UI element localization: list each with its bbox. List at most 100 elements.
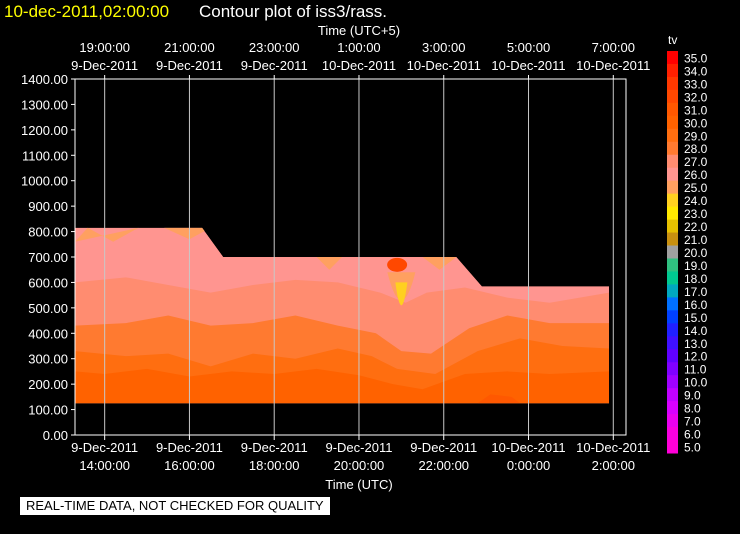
top-tick-label-date: 9-Dec-2011	[156, 58, 223, 73]
colorbar-swatch	[667, 336, 678, 350]
colorbar-tick-label: 28.0	[684, 142, 708, 156]
colorbar-tick-label: 5.0	[684, 441, 701, 455]
colorbar-swatch	[667, 63, 678, 78]
colorbar-swatch	[667, 232, 678, 247]
colorbar-swatch	[667, 76, 678, 91]
contour-cap	[422, 257, 457, 270]
y-tick-label: 1400.00	[21, 72, 68, 87]
colorbar-swatch	[667, 167, 678, 182]
colorbar-tick-label: 11.0	[684, 363, 707, 377]
colorbar-tick-label: 8.0	[684, 402, 701, 416]
quality-notice: REAL-TIME DATA, NOT CHECKED FOR QUALITY	[20, 497, 330, 515]
colorbar-swatch	[667, 141, 678, 156]
top-tick-label-time: 23:00:00	[249, 40, 300, 55]
top-tick-label-date: 9-Dec-2011	[71, 58, 138, 73]
colorbar-label: tv	[668, 33, 677, 47]
colorbar-swatch	[667, 193, 678, 208]
grid-lines	[104, 79, 614, 435]
x-tick-label-time: 16:00:00	[164, 458, 215, 473]
colorbar-swatch	[667, 440, 678, 454]
colorbar-tick-label: 23.0	[684, 207, 708, 221]
chart-date-label: 10-dec-2011,02:00:00	[4, 2, 170, 21]
colorbar-tick-label: 34.0	[684, 64, 708, 78]
colorbar-tick-label: 32.0	[684, 90, 708, 104]
top-tick-label-time: 19:00:00	[79, 40, 130, 55]
colorbar-tick-label: 24.0	[684, 194, 708, 208]
colorbar-swatch	[667, 388, 678, 402]
colorbar-swatch	[667, 206, 678, 221]
colorbar-swatch	[667, 297, 678, 311]
colorbar-swatch	[667, 180, 678, 195]
colorbar-tick-label: 6.0	[684, 428, 701, 442]
colorbar-tick-label: 25.0	[684, 181, 708, 195]
colorbar-swatch	[667, 102, 678, 117]
colorbar-swatch	[667, 310, 678, 324]
contour-patch	[477, 394, 521, 404]
top-tick-label-time: 1:00:00	[337, 40, 380, 55]
y-tick-label: 100.00	[28, 403, 68, 418]
hotspot-yellow	[395, 282, 408, 306]
contour-cap	[316, 257, 343, 270]
top-tick-label-time: 7:00:00	[592, 40, 635, 55]
contour-band	[75, 368, 610, 404]
y-tick-label: 1300.00	[21, 97, 68, 112]
colorbar-tick-label: 26.0	[684, 168, 708, 182]
colorbar-tick-label: 7.0	[684, 415, 701, 429]
colorbar-tick-label: 22.0	[684, 220, 708, 234]
x-tick-label-date: 9-Dec-2011	[410, 440, 477, 455]
x-tick-label-time: 0:00:00	[507, 458, 550, 473]
colorbar-swatch	[667, 128, 678, 143]
top-axis-label: Time (UTC+5)	[318, 23, 400, 38]
top-tick-label-time: 3:00:00	[422, 40, 465, 55]
colorbar: tv 35.034.033.032.031.030.029.028.027.026…	[667, 33, 708, 455]
colorbar-tick-label: 35.0	[684, 51, 708, 65]
colorbar-tick-label: 29.0	[684, 129, 708, 143]
y-tick-label: 300.00	[28, 352, 68, 367]
y-tick-label: 1100.00	[22, 148, 68, 163]
colorbar-swatch	[667, 219, 678, 234]
colorbar-tick-label: 19.0	[684, 259, 708, 273]
top-tick-label-date: 10-Dec-2011	[407, 58, 481, 73]
x-tick-label-date: 9-Dec-2011	[325, 440, 392, 455]
y-tick-label: 400.00	[28, 326, 68, 341]
y-tick-label: 900.00	[28, 199, 68, 214]
x-tick-label-time: 20:00:00	[334, 458, 385, 473]
colorbar-tick-label: 27.0	[684, 155, 708, 169]
x-tick-label-time: 14:00:00	[79, 458, 130, 473]
colorbar-swatch	[667, 271, 678, 285]
colorbar-swatch	[667, 115, 678, 130]
colorbar-swatch	[667, 245, 678, 259]
y-tick-label: 1200.00	[21, 123, 68, 138]
colorbar-swatch	[667, 349, 678, 363]
colorbar-tick-label: 31.0	[684, 103, 708, 117]
y-tick-label: 0.00	[43, 428, 68, 443]
colorbar-swatch	[667, 414, 678, 428]
y-tick-label: 1000.00	[21, 174, 68, 189]
colorbar-swatch	[667, 284, 678, 298]
colorbar-swatch	[667, 89, 678, 104]
colorbar-swatch	[667, 375, 678, 389]
hotspot-outer	[375, 246, 420, 257]
axes: 0.00 100.00 200.00 300.00 400.00 500.00 600.00…	[21, 23, 650, 492]
contour-cap	[75, 227, 139, 242]
y-tick-label: 600.00	[28, 275, 68, 290]
hotspot-core	[387, 257, 408, 272]
x-tick-label-date: 10-Dec-2011	[576, 440, 650, 455]
y-tick-label: 800.00	[28, 225, 68, 240]
contour-layers	[75, 227, 610, 404]
colorbar-tick-label: 9.0	[684, 389, 701, 403]
colorbar-swatch	[667, 258, 678, 272]
contour-fills	[75, 227, 610, 404]
x-tick-label-time: 2:00:00	[592, 458, 635, 473]
colorbar-tick-label: 20.0	[684, 246, 708, 260]
colorbar-swatch	[667, 51, 678, 65]
contour-cap	[164, 227, 211, 240]
y-tick-label: 700.00	[28, 250, 68, 265]
colorbar-swatch	[667, 427, 678, 441]
top-tick-label-date: 10-Dec-2011	[576, 58, 650, 73]
colorbar-tick-label: 16.0	[684, 298, 708, 312]
colorbar-swatch	[667, 323, 678, 337]
top-tick-label-date: 9-Dec-2011	[241, 58, 308, 73]
x-axis-label: Time (UTC)	[325, 477, 392, 492]
